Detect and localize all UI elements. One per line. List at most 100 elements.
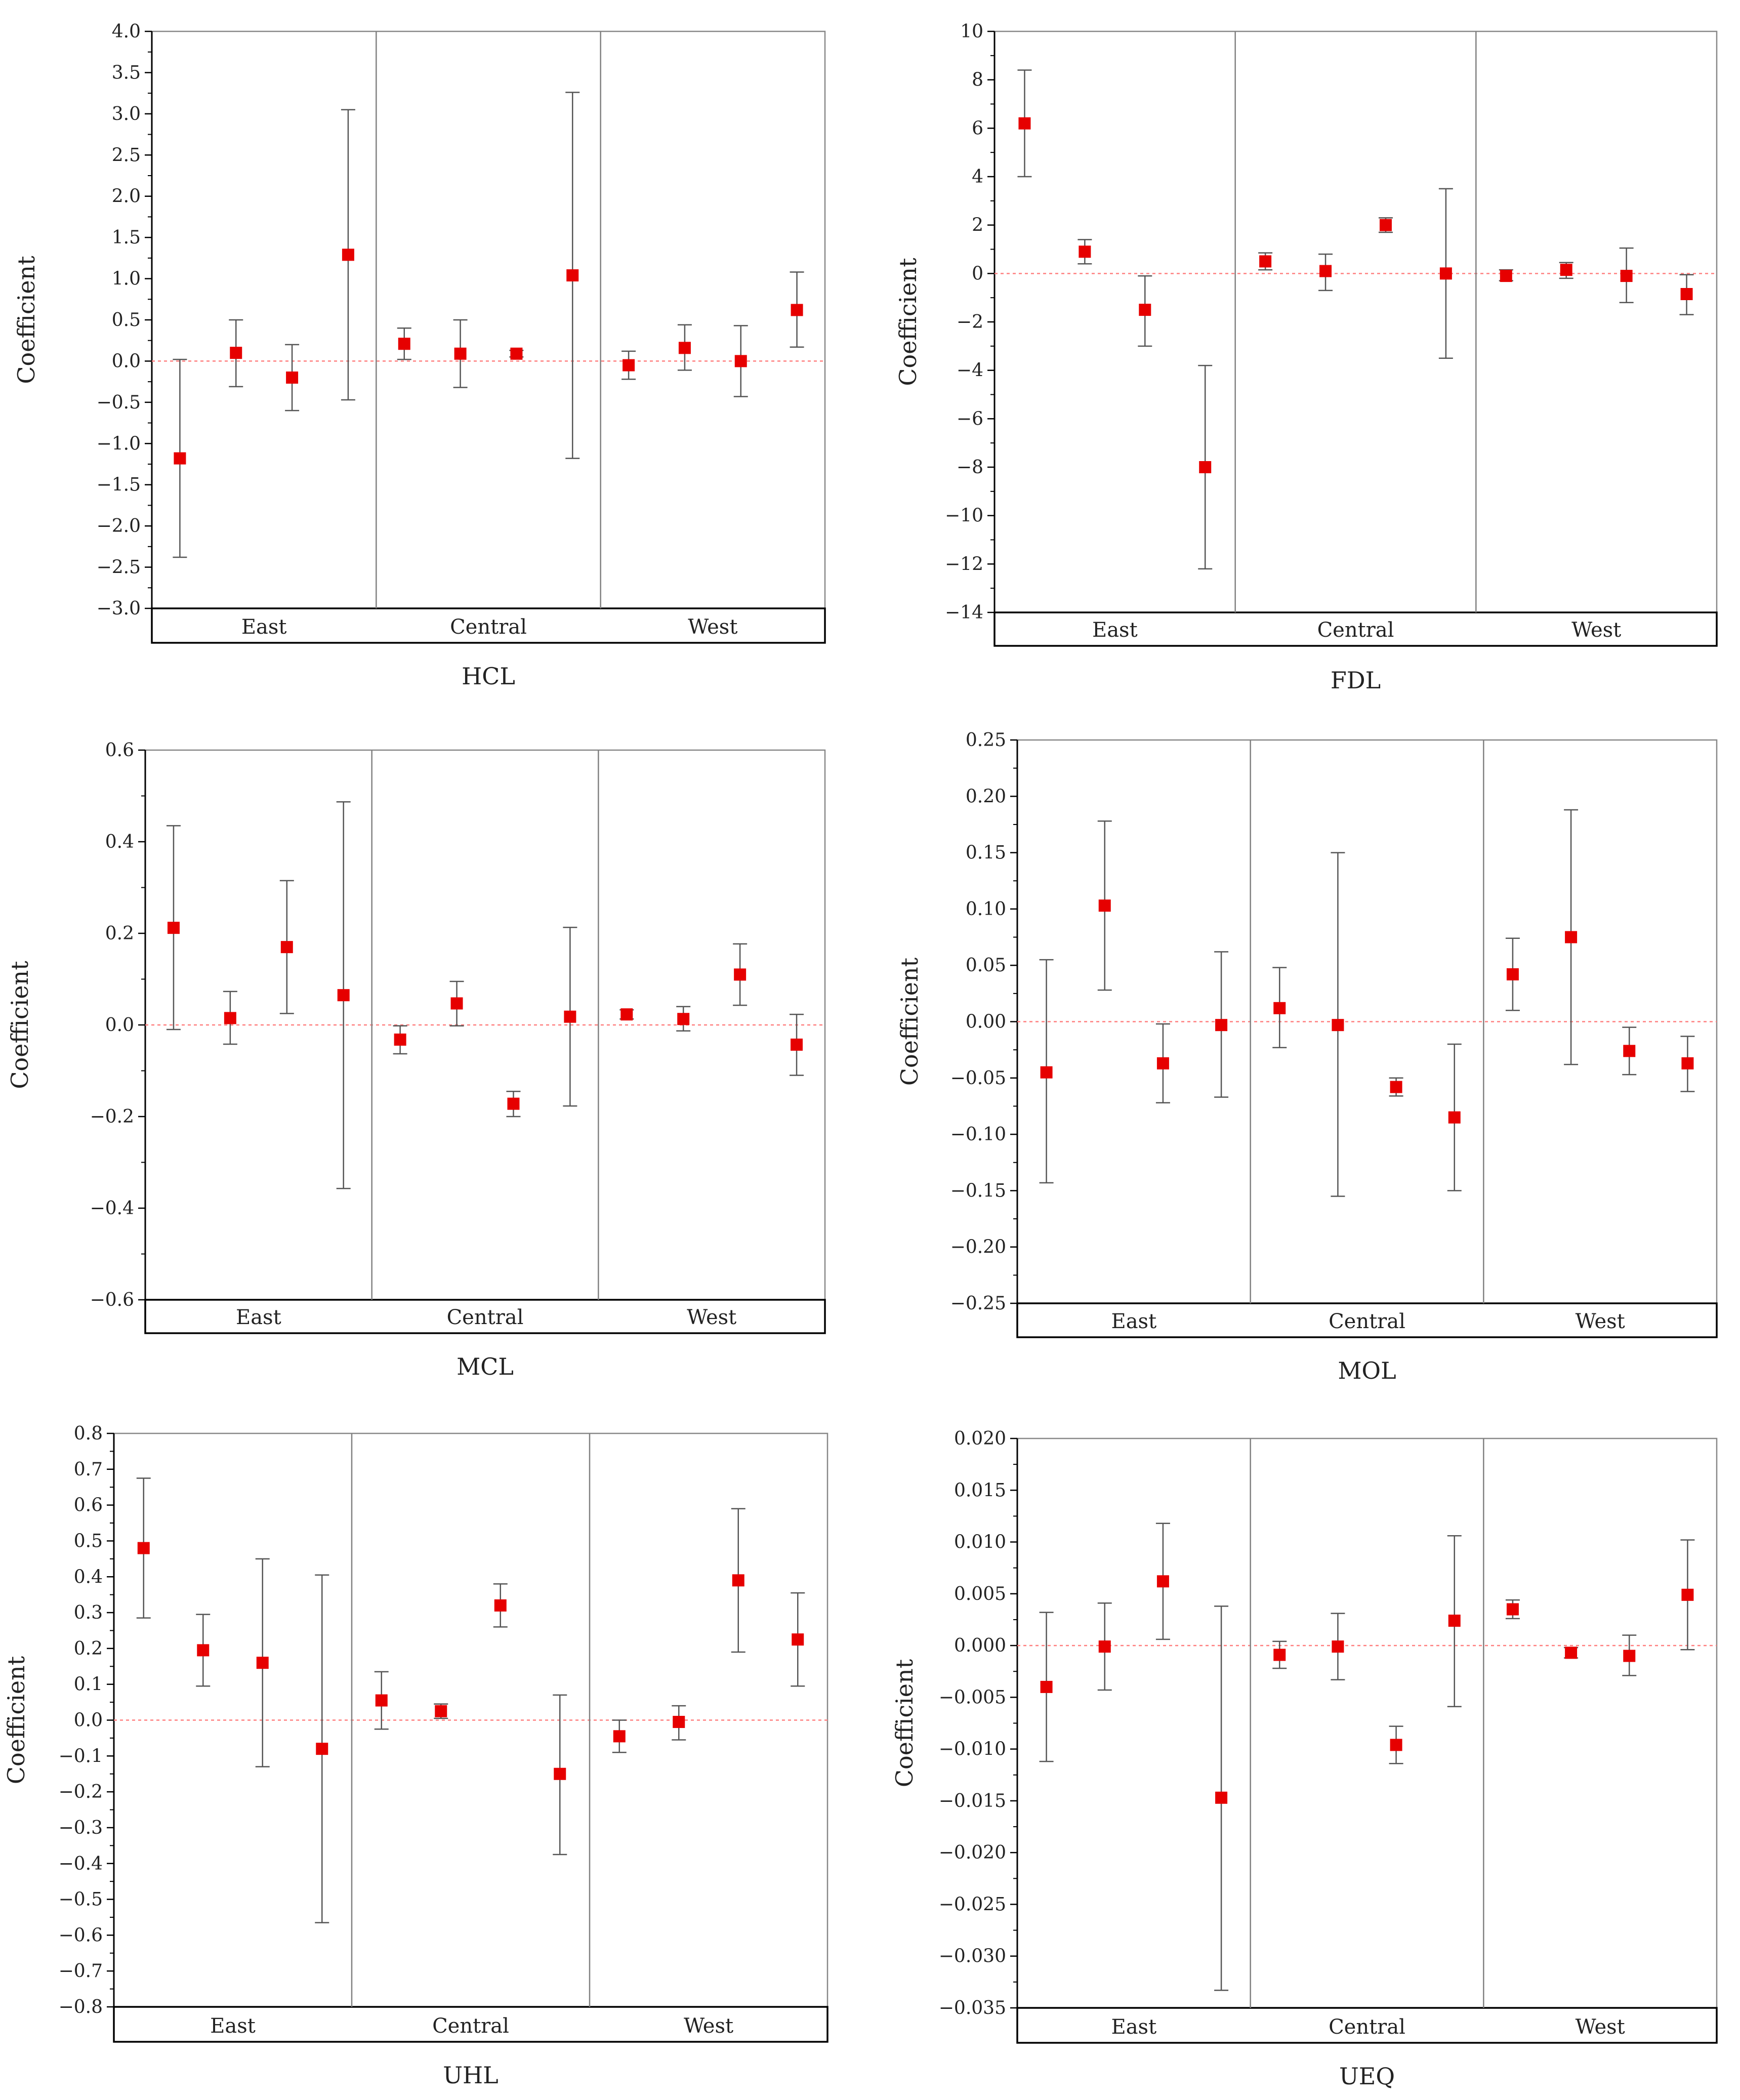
panel-title: MOL — [1338, 1357, 1396, 1384]
region-band — [1016, 1302, 1718, 1338]
data-point — [678, 342, 691, 354]
data-point — [1623, 1045, 1636, 1057]
y-tick-label: −0.1 — [59, 1746, 103, 1766]
y-tick-label: −0.030 — [939, 1946, 1006, 1967]
region-label-central: Central — [432, 2014, 509, 2038]
y-tick-label: −8 — [957, 457, 983, 478]
y-axis-label: Coefficient — [894, 258, 922, 386]
region-label-east: East — [210, 2014, 256, 2038]
data-point — [1390, 1739, 1402, 1751]
y-tick-label: 0 — [972, 263, 983, 284]
y-tick-label: 0.015 — [954, 1480, 1006, 1501]
y-tick-label: 4.0 — [112, 21, 141, 42]
data-point — [1098, 899, 1111, 912]
data-point — [1332, 1019, 1344, 1032]
data-point — [623, 359, 635, 372]
plot-frame — [113, 1432, 828, 2008]
y-tick-label: 0.4 — [74, 1567, 103, 1587]
y-tick-label: 3.5 — [112, 62, 141, 83]
y-tick-label: −0.5 — [59, 1889, 103, 1910]
y-tick-label: −0.005 — [939, 1687, 1006, 1708]
data-point — [1332, 1640, 1344, 1653]
y-tick-label: −2.5 — [97, 557, 141, 578]
y-tick-label: 0.3 — [74, 1602, 103, 1623]
data-point — [1390, 1081, 1402, 1093]
panel-ueq: 0.020 0.015 0.010 0.005 0.000 −0.005 −0.010 −0.… — [891, 1428, 1718, 2090]
y-tick-label: 8 — [972, 70, 983, 91]
data-point — [1098, 1640, 1111, 1653]
y-tick-label: −6 — [957, 408, 983, 429]
data-point — [1448, 1615, 1461, 1627]
y-axis-label: Coefficient — [6, 961, 33, 1089]
y-tick-label: −0.7 — [59, 1961, 103, 1982]
data-point — [734, 968, 747, 981]
region-label-west: West — [1571, 619, 1621, 642]
y-tick-label: −0.2 — [59, 1782, 103, 1802]
data-point — [1565, 1646, 1578, 1659]
y-tick-label: 0.05 — [966, 955, 1006, 976]
data-point — [494, 1599, 507, 1612]
region-label-west: West — [687, 1306, 736, 1329]
data-point — [554, 1767, 566, 1780]
y-tick-label: 2.0 — [112, 186, 141, 207]
region-label-east: East — [1111, 1310, 1157, 1333]
data-point — [791, 304, 803, 316]
data-point — [1215, 1019, 1228, 1032]
data-point — [174, 452, 186, 465]
panel-hcl: 4.0 3.5 3.0 2.5 2.0 1.5 1.0 0.5 0.0 −0.5 −1.0 −1.5 −… — [13, 21, 826, 690]
y-tick-label: −0.6 — [90, 1290, 134, 1310]
plot-frame — [151, 30, 826, 609]
y-tick-label: 0.00 — [966, 1012, 1006, 1033]
region-label-east: East — [1111, 2015, 1157, 2039]
y-tick-label: −0.4 — [59, 1854, 103, 1874]
data-point — [316, 1743, 328, 1755]
data-point — [224, 1012, 236, 1024]
panel-title: HCL — [462, 663, 515, 690]
region-label-west: West — [1576, 1310, 1625, 1333]
data-point — [1273, 1002, 1286, 1014]
data-point — [1681, 1588, 1694, 1601]
data-point — [286, 372, 299, 384]
data-point — [510, 347, 523, 360]
y-tick-label: 0.010 — [954, 1532, 1006, 1553]
data-point — [450, 997, 463, 1010]
y-tick-label: −0.8 — [59, 1997, 103, 2017]
y-tick-label: −0.6 — [59, 1925, 103, 1946]
y-tick-label: −0.15 — [950, 1180, 1006, 1201]
region-band — [151, 607, 826, 644]
y-tick-label: 0.15 — [966, 843, 1006, 863]
y-tick-label: 1.5 — [112, 227, 141, 248]
y-tick-label: 3.0 — [112, 104, 141, 125]
region-label-east: East — [241, 615, 287, 639]
y-tick-label: 0.005 — [954, 1584, 1006, 1604]
panel-mcl: 0.6 0.4 0.2 0.0 −0.2 −0.4 −0.6 East Central West C… — [6, 740, 826, 1380]
y-tick-label: 0.000 — [954, 1635, 1006, 1656]
y-tick-label: −14 — [945, 602, 983, 623]
y-axis-label: Coefficient — [13, 256, 40, 384]
y-tick-label: 0.6 — [74, 1495, 103, 1516]
region-label-central: Central — [1329, 2015, 1405, 2039]
y-tick-label: −0.3 — [59, 1818, 103, 1838]
data-point — [1040, 1680, 1053, 1693]
data-point — [454, 347, 467, 360]
y-tick-label: −0.035 — [939, 1998, 1006, 2019]
data-point — [507, 1097, 520, 1110]
region-label-west: West — [684, 2014, 733, 2038]
data-point — [1018, 117, 1031, 130]
plot-frame — [1016, 1437, 1718, 2009]
data-point — [791, 1038, 803, 1051]
region-label-east: East — [236, 1306, 281, 1329]
data-point — [1156, 1575, 1169, 1588]
y-tick-label: 4 — [972, 167, 983, 187]
data-point — [1681, 1057, 1694, 1069]
y-tick-label: −0.5 — [97, 392, 141, 413]
panel-fdl: 10 8 6 4 2 0 −2 −4 −6 −8 −10 −12 −14 East Central West C… — [894, 21, 1718, 694]
data-point — [1620, 270, 1633, 282]
region-band — [144, 1299, 826, 1334]
data-point — [1506, 1603, 1519, 1616]
data-point — [1139, 304, 1151, 316]
panel-title: MCL — [457, 1353, 514, 1380]
y-tick-label: 0.10 — [966, 899, 1006, 920]
data-point — [398, 338, 410, 350]
